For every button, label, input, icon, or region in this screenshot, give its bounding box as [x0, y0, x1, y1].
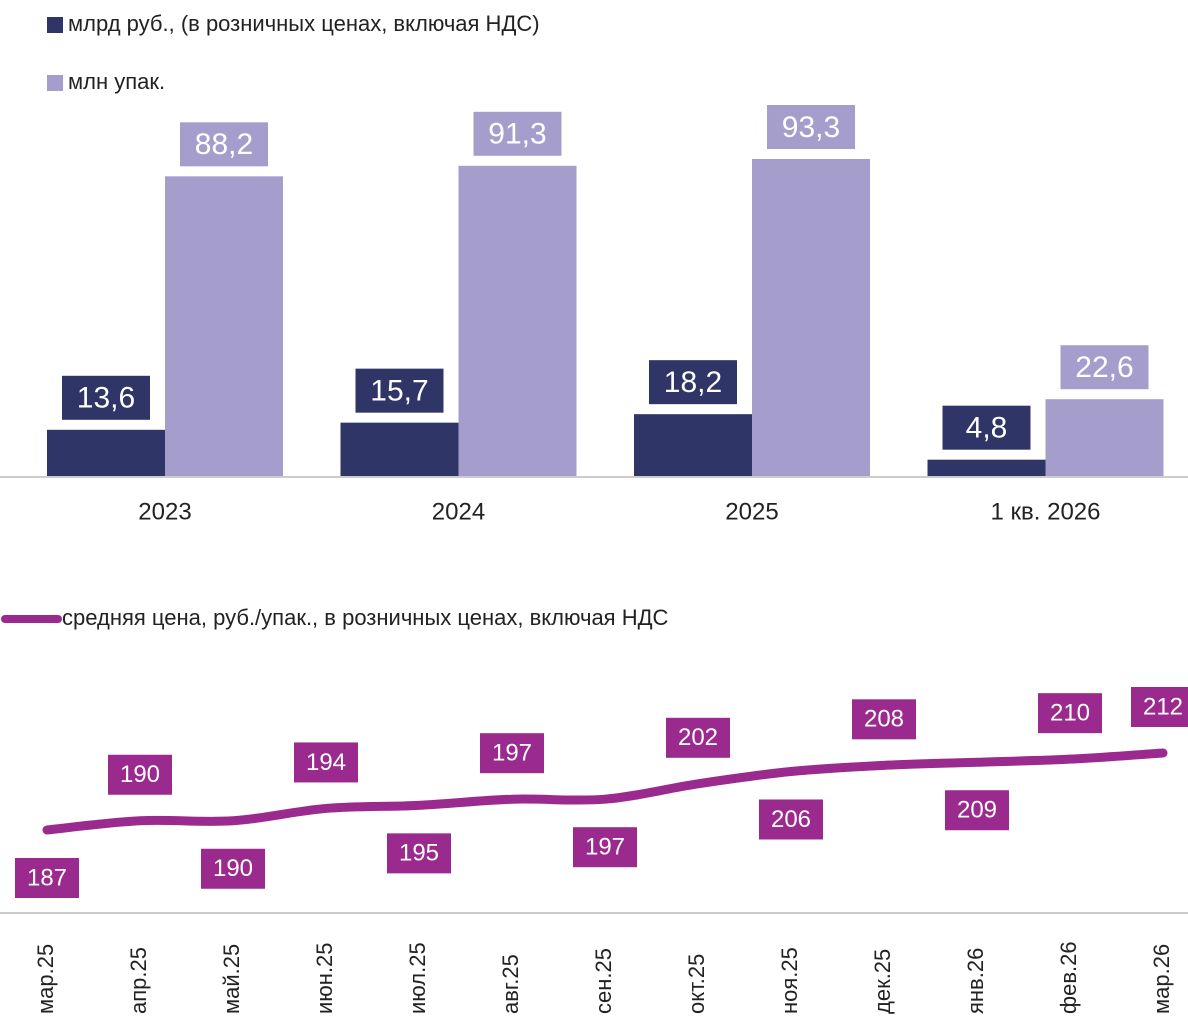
x-tick-label: дек.25	[870, 949, 895, 1014]
value-label: 209	[957, 797, 997, 824]
value-label: 4,8	[966, 412, 1008, 445]
value-label: 195	[399, 840, 439, 867]
value-label-box	[108, 754, 172, 795]
value-label-box	[15, 858, 79, 898]
x-tick-label: сен.25	[591, 948, 616, 1014]
value-label-box	[759, 799, 823, 840]
value-label-box	[473, 111, 562, 156]
x-tick-label: янв.26	[963, 948, 988, 1014]
value-label: 202	[678, 724, 718, 751]
x-tick-label: май.25	[219, 944, 244, 1014]
x-tick-label: 2024	[432, 498, 485, 525]
value-label: 208	[864, 706, 904, 733]
value-label: 190	[213, 855, 253, 882]
value-label-box	[573, 827, 637, 868]
value-label: 93,3	[782, 111, 840, 144]
value-label-box	[355, 368, 444, 413]
value-label-box	[201, 848, 265, 889]
value-label: 15,7	[370, 375, 428, 408]
value-label: 197	[492, 740, 532, 767]
legend-label: средняя цена, руб./упак., в розничных це…	[62, 605, 668, 630]
bar	[634, 414, 752, 476]
value-label-box	[62, 375, 150, 420]
x-tick-label: июн.25	[312, 942, 337, 1014]
x-tick-label: мар.25	[33, 944, 58, 1014]
bar	[47, 429, 165, 476]
bar	[1045, 399, 1164, 476]
bar	[340, 422, 459, 476]
value-label: 212	[1143, 693, 1183, 720]
value-label-box	[767, 105, 855, 149]
x-tick-label: мар.26	[1149, 944, 1174, 1014]
bar	[165, 176, 283, 476]
x-tick-label: ноя.25	[777, 947, 802, 1014]
value-label-box	[480, 733, 544, 774]
value-label: 187	[27, 864, 67, 891]
value-label-box	[852, 699, 916, 740]
value-label: 190	[120, 761, 160, 788]
value-label: 13,6	[77, 382, 135, 415]
value-label-box	[1060, 345, 1149, 390]
x-tick-label: 2025	[725, 498, 778, 525]
x-tick-label: 1 кв. 2026	[991, 498, 1101, 525]
bar	[927, 459, 1046, 476]
x-tick-label: апр.25	[126, 947, 151, 1014]
x-tick-label: авг.25	[498, 954, 523, 1014]
legend-swatch	[47, 75, 63, 91]
value-label-box	[649, 360, 737, 405]
value-label: 88,2	[195, 128, 253, 161]
legend-label: млрд руб., (в розничных ценах, включая Н…	[68, 11, 540, 36]
value-label: 206	[771, 806, 811, 833]
bar	[752, 159, 870, 476]
bar	[458, 165, 577, 476]
legend-label: млн упак.	[68, 69, 165, 94]
value-label-box	[666, 717, 730, 758]
value-label: 197	[585, 834, 625, 861]
value-label: 194	[306, 749, 346, 776]
value-label-box	[942, 405, 1031, 450]
value-label: 210	[1050, 700, 1090, 727]
value-label-box	[294, 742, 358, 783]
value-label: 91,3	[488, 118, 546, 151]
x-tick-label: июл.25	[405, 942, 430, 1014]
value-label: 22,6	[1075, 351, 1133, 384]
x-tick-label: 2023	[138, 498, 191, 525]
x-tick-label: фев.26	[1056, 941, 1081, 1014]
value-label-box	[945, 790, 1009, 831]
value-label: 18,2	[664, 366, 722, 399]
value-label-box	[180, 122, 268, 167]
line	[42, 748, 1168, 835]
x-tick-label: окт.25	[684, 954, 709, 1014]
value-label-box	[1131, 687, 1188, 727]
value-label-box	[387, 833, 451, 874]
value-label-box	[1038, 693, 1102, 734]
legend-swatch	[47, 17, 63, 33]
